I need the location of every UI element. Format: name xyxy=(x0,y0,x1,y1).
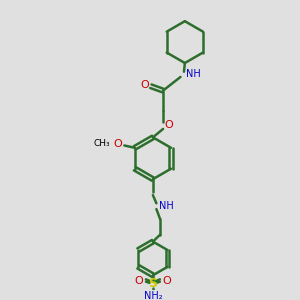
Text: NH: NH xyxy=(159,201,174,211)
Text: NH: NH xyxy=(186,69,200,79)
Text: O: O xyxy=(163,275,171,286)
Text: NH₂: NH₂ xyxy=(144,291,162,300)
Text: O: O xyxy=(140,80,149,90)
Text: O: O xyxy=(164,120,173,130)
Text: S: S xyxy=(148,278,158,290)
Text: O: O xyxy=(135,275,143,286)
Text: O: O xyxy=(113,139,122,149)
Text: CH₃: CH₃ xyxy=(94,139,110,148)
